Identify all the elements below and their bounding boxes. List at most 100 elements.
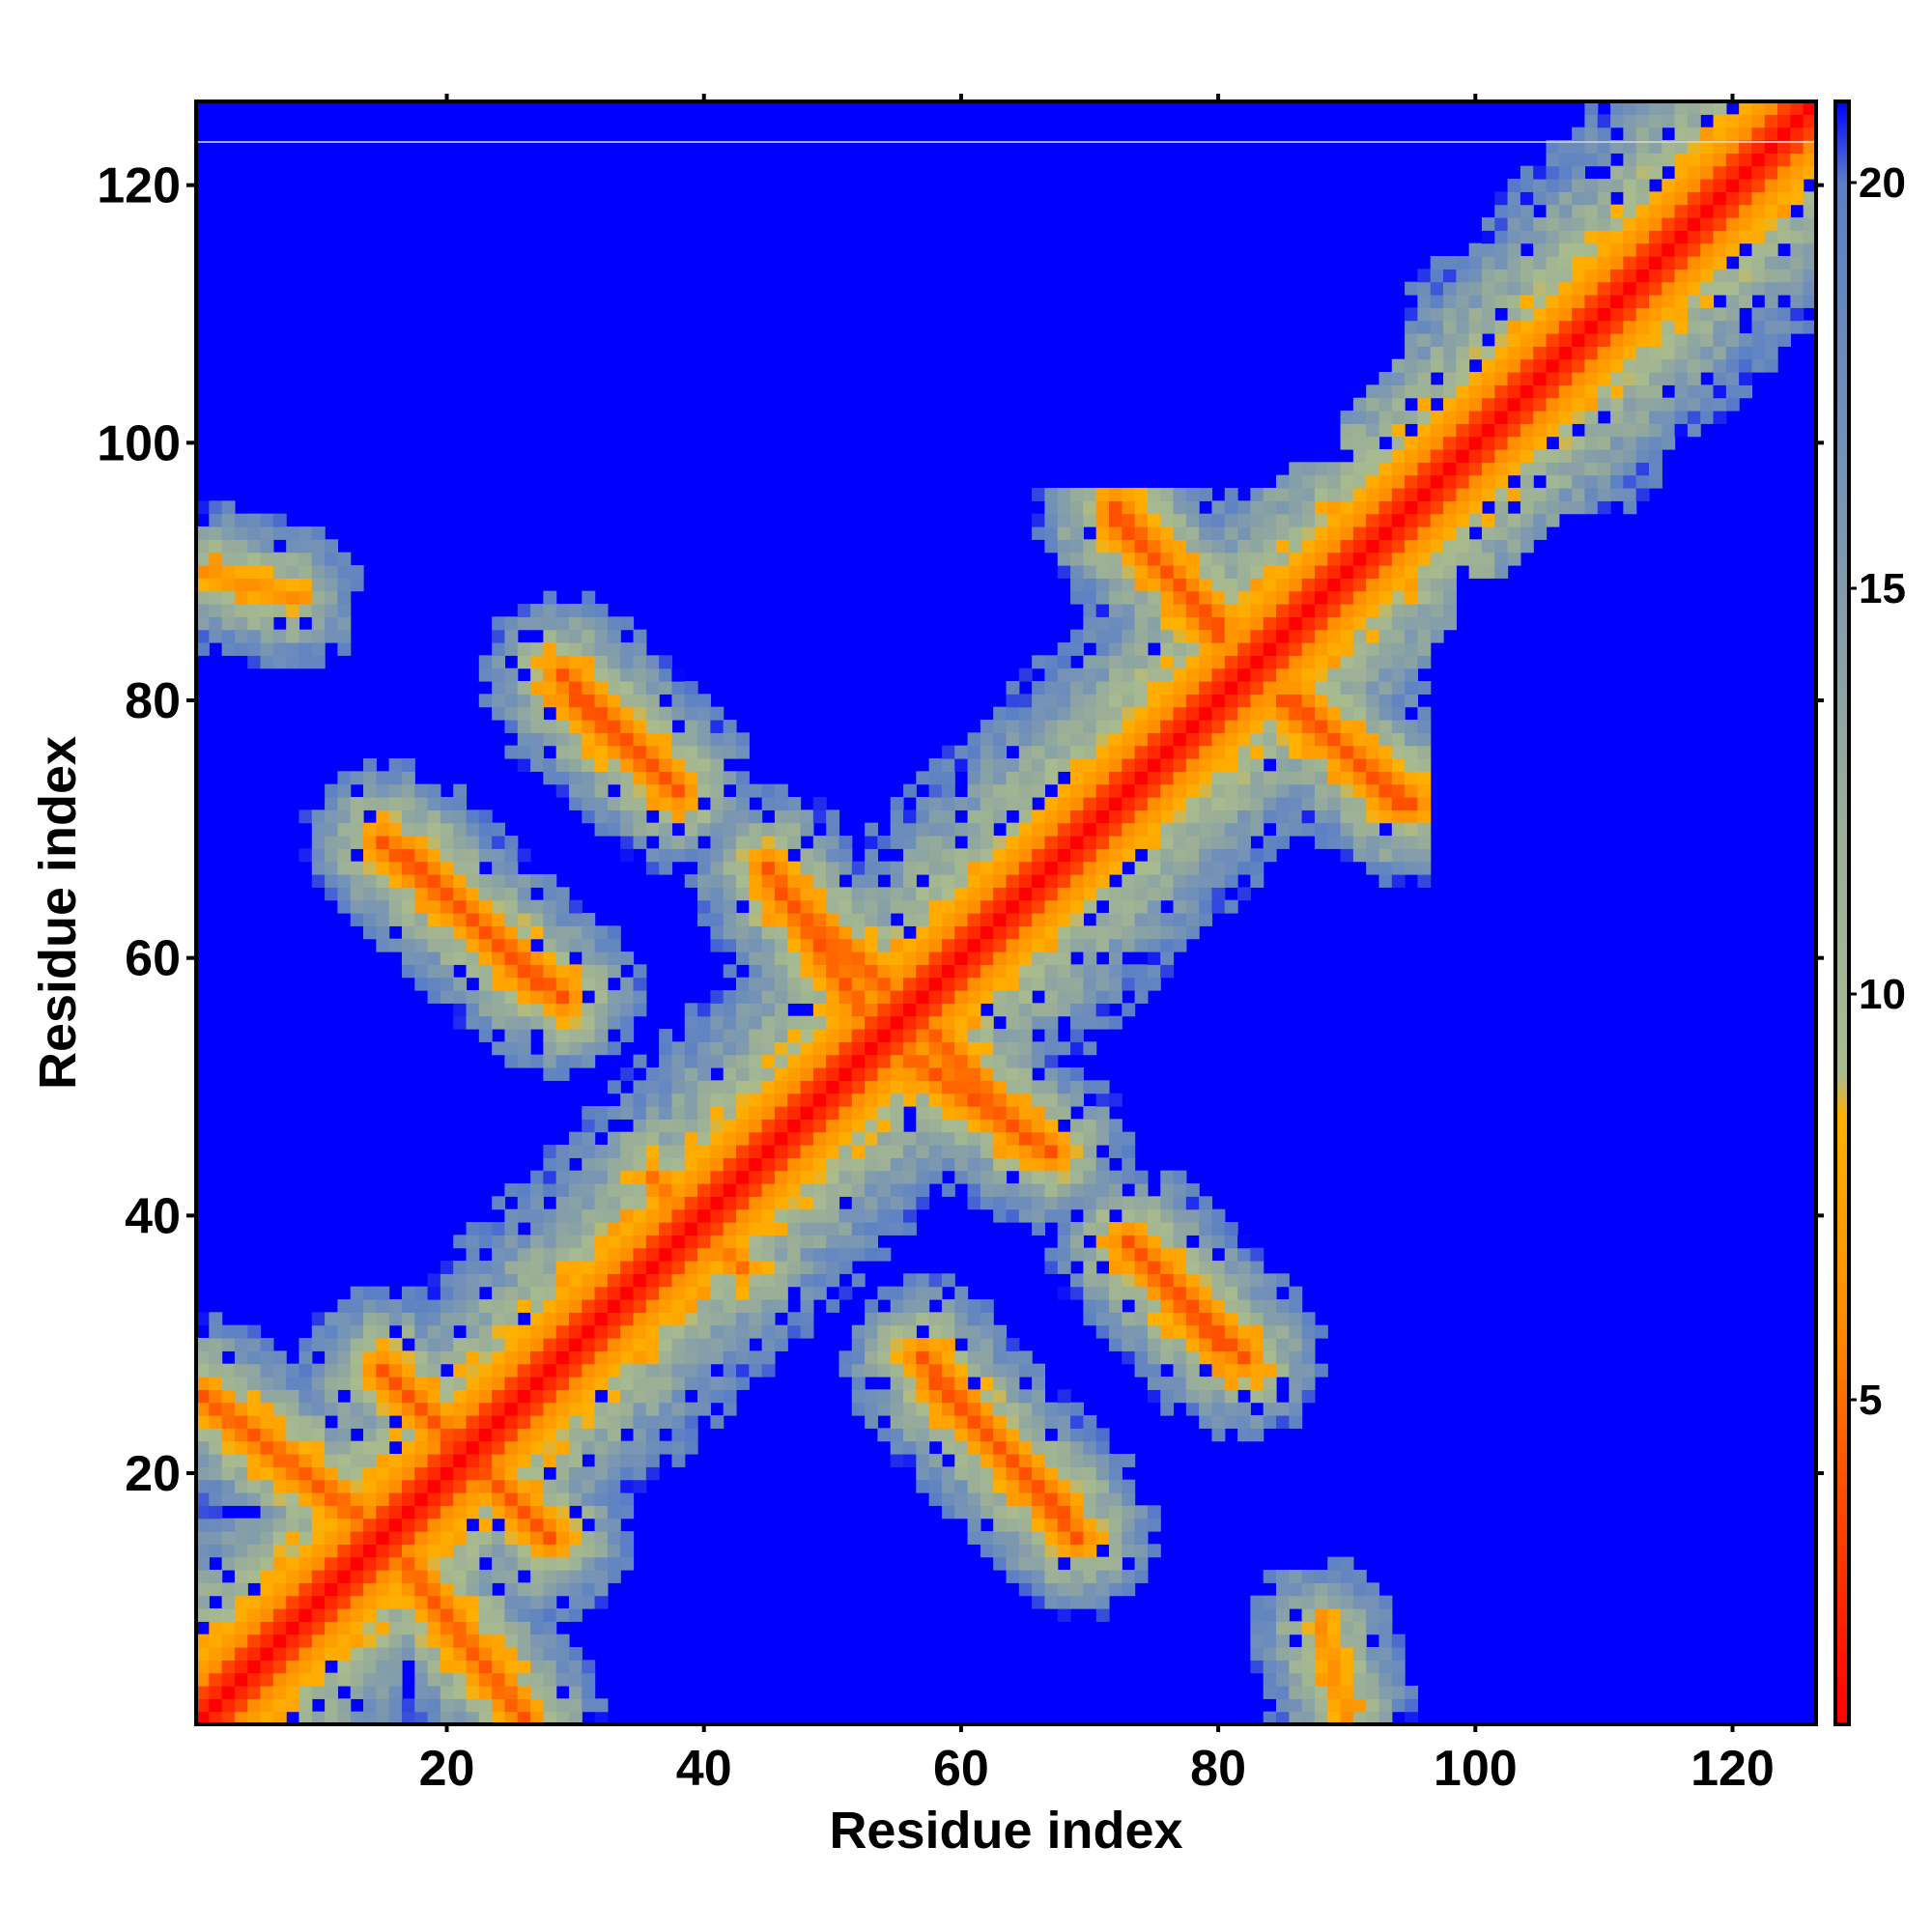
heatmap-cell (761, 1196, 776, 1210)
heatmap-cell (749, 899, 763, 914)
heatmap-cell (478, 1634, 493, 1648)
heatmap-cell (1134, 964, 1149, 979)
heatmap-cell (1263, 513, 1277, 527)
heatmap-cell (363, 1595, 377, 1609)
heatmap-cell (286, 590, 300, 605)
heatmap-cell (1340, 1672, 1354, 1687)
heatmap-cell (1108, 720, 1122, 733)
heatmap-cell (890, 1338, 904, 1351)
heatmap-cell (478, 1003, 493, 1017)
heatmap-cell (350, 1582, 364, 1597)
heatmap-cell (1263, 848, 1277, 863)
heatmap-cell (1108, 1196, 1122, 1210)
heatmap-cell (209, 1686, 223, 1699)
heatmap-cell (543, 925, 557, 940)
heatmap-cell (736, 1003, 750, 1017)
heatmap-cell (337, 1428, 352, 1442)
heatmap-cell (697, 1402, 711, 1416)
heatmap-cell (980, 1479, 994, 1493)
heatmap-cell (388, 938, 403, 952)
heatmap-cell (594, 1324, 609, 1339)
heatmap-cell (1122, 1531, 1136, 1545)
heatmap-cell (1250, 1312, 1264, 1326)
heatmap-cell (1289, 629, 1303, 643)
heatmap-cell (1044, 925, 1059, 940)
heatmap-cell (723, 810, 737, 824)
heatmap-cell (427, 1711, 441, 1725)
heatmap-cell (684, 1222, 698, 1236)
heatmap-cell (1430, 295, 1444, 308)
heatmap-cell (812, 1131, 827, 1146)
heatmap-cell (1018, 771, 1033, 785)
heatmap-cell (787, 1131, 802, 1146)
heatmap-cell (736, 745, 750, 759)
heatmap-cell (1160, 590, 1175, 605)
heatmap-cell (838, 1286, 853, 1300)
heatmap-cell (1006, 964, 1020, 979)
heatmap-cell (1134, 552, 1149, 566)
heatmap-cell (1108, 1119, 1122, 1133)
heatmap-cell (247, 1595, 262, 1609)
heatmap-cell (774, 887, 788, 901)
heatmap-cell (1006, 1428, 1020, 1442)
heatmap-cell (620, 1440, 635, 1455)
heatmap-cell (1327, 604, 1342, 617)
heatmap-cell (325, 1338, 339, 1351)
heatmap-cell (1147, 1377, 1161, 1390)
heatmap-cell (1083, 1582, 1097, 1597)
heatmap-cell (1134, 899, 1149, 914)
heatmap-cell (466, 1261, 480, 1274)
heatmap-cell (890, 1106, 904, 1120)
heatmap-cell (1199, 552, 1213, 566)
heatmap-cell (671, 810, 686, 824)
heatmap-cell (1405, 810, 1419, 824)
heatmap-cell (736, 848, 750, 863)
heatmap-cell (1224, 861, 1238, 875)
heatmap-cell (1108, 1505, 1122, 1520)
heatmap-cell (466, 1479, 480, 1493)
heatmap-cell (388, 1556, 403, 1571)
heatmap-cell (555, 1338, 570, 1351)
heatmap-cell (761, 1157, 776, 1172)
heatmap-cell (1095, 1273, 1110, 1288)
heatmap-cell (1237, 642, 1251, 656)
heatmap-cell (1340, 1608, 1354, 1622)
heatmap-cell (376, 913, 390, 926)
heatmap-cell (1057, 810, 1071, 824)
heatmap-cell (350, 1608, 364, 1622)
heatmap-cell (1301, 1570, 1316, 1583)
heatmap-cell (774, 1131, 788, 1146)
heatmap-cell (710, 1286, 724, 1300)
heatmap-cell (350, 1672, 364, 1687)
heatmap-cell (337, 1531, 352, 1545)
heatmap-cell (1018, 745, 1033, 759)
heatmap-cell (1122, 1544, 1136, 1558)
heatmap-cell (1018, 1556, 1033, 1571)
heatmap-cell (517, 1261, 531, 1274)
heatmap-cell (555, 1170, 570, 1184)
heatmap-cell (633, 655, 647, 669)
heatmap-cell (697, 1286, 711, 1300)
heatmap-cell (633, 1093, 647, 1107)
heatmap-cell (1314, 552, 1328, 566)
heatmap-cell (980, 1531, 994, 1545)
heatmap-cell (530, 1015, 544, 1030)
heatmap-cell (916, 1377, 930, 1390)
heatmap-cell (620, 1324, 635, 1339)
heatmap-cell (1276, 745, 1290, 759)
heatmap-cell (594, 732, 609, 747)
heatmap-cell (1301, 500, 1316, 515)
heatmap-cell (671, 1402, 686, 1416)
heatmap-cell (427, 1556, 441, 1571)
heatmap-cell (1378, 668, 1393, 682)
heatmap-cell (568, 1183, 582, 1197)
heatmap-cell (1391, 616, 1406, 631)
heatmap-cell (671, 797, 686, 810)
heatmap-cell (504, 1660, 519, 1674)
heatmap-cell (325, 836, 339, 849)
heatmap-cell (1391, 694, 1406, 708)
heatmap-cell (1378, 1711, 1393, 1725)
heatmap-cell (980, 1299, 994, 1313)
heatmap-cell (1405, 281, 1419, 296)
heatmap-cell (594, 1544, 609, 1558)
